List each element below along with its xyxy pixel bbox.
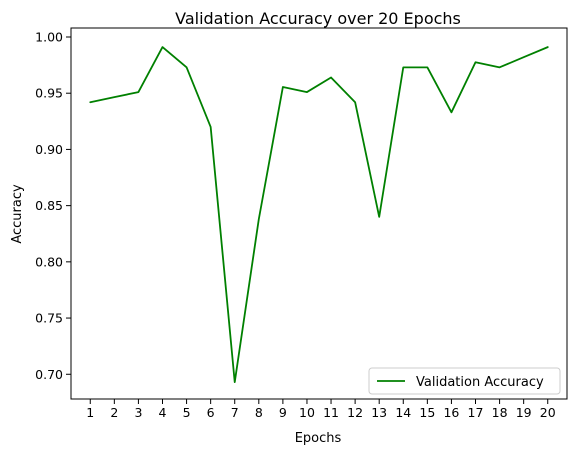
y-tick-label: 0.90 xyxy=(35,142,63,157)
x-tick-label: 11 xyxy=(323,405,339,420)
x-tick-label: 8 xyxy=(255,405,263,420)
x-tick-label: 15 xyxy=(419,405,435,420)
x-tick-label: 12 xyxy=(347,405,363,420)
x-tick-label: 7 xyxy=(231,405,239,420)
y-tick-label: 0.85 xyxy=(35,198,63,213)
plot-frame xyxy=(71,28,567,399)
y-tick-label: 0.75 xyxy=(35,311,63,326)
y-tick-label: 1.00 xyxy=(35,29,63,44)
x-tick-label: 1 xyxy=(86,405,94,420)
legend: Validation Accuracy xyxy=(369,368,560,394)
series-line xyxy=(90,47,547,382)
x-axis-label: Epochs xyxy=(295,431,342,446)
y-axis-label: Accuracy xyxy=(10,184,25,244)
x-tick-label: 14 xyxy=(395,405,411,420)
series-layer xyxy=(90,47,547,382)
x-tick-label: 9 xyxy=(279,405,287,420)
x-tick-label: 16 xyxy=(443,405,459,420)
y-tick-label: 0.70 xyxy=(35,367,63,382)
x-tick-label: 13 xyxy=(371,405,387,420)
x-tick-label: 5 xyxy=(183,405,191,420)
legend-label: Validation Accuracy xyxy=(416,375,544,390)
x-tick-label: 10 xyxy=(299,405,315,420)
x-tick-label: 18 xyxy=(492,405,508,420)
x-tick-label: 3 xyxy=(134,405,142,420)
chart-title: Validation Accuracy over 20 Epochs xyxy=(175,9,461,28)
x-tick-label: 2 xyxy=(110,405,118,420)
x-tick-label: 20 xyxy=(540,405,556,420)
y-tick-label: 0.95 xyxy=(35,86,63,101)
x-tick-label: 6 xyxy=(207,405,215,420)
y-axis-ticks: 0.70 0.75 0.80 0.85 0.90 0.95 1.00 xyxy=(35,29,71,381)
y-tick-label: 0.80 xyxy=(35,254,63,269)
x-tick-label: 17 xyxy=(468,405,484,420)
x-tick-label: 4 xyxy=(159,405,167,420)
x-tick-label: 19 xyxy=(516,405,532,420)
